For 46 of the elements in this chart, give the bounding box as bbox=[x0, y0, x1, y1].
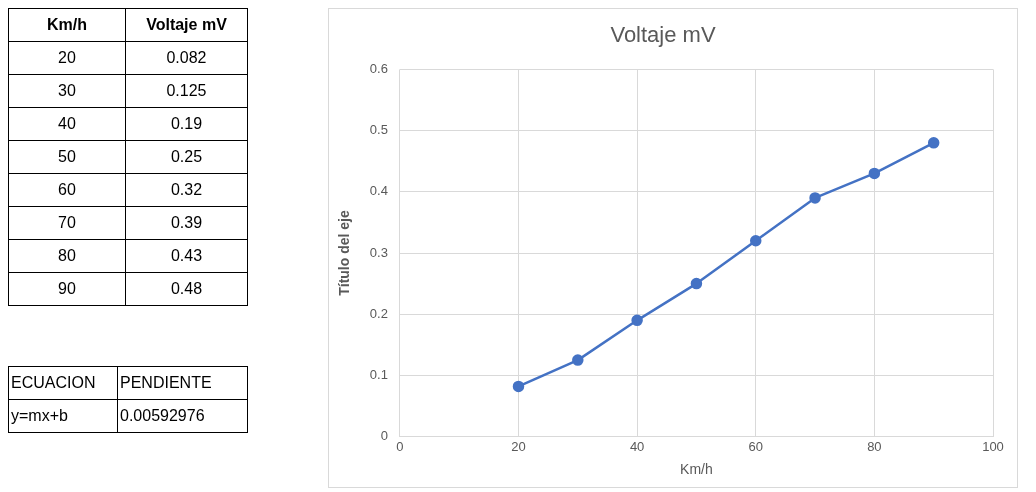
x-axis-title: Km/h bbox=[680, 461, 713, 478]
x-tick-label: 100 bbox=[982, 438, 1004, 454]
point bbox=[631, 314, 643, 327]
text: y=mx+b bbox=[8, 399, 118, 433]
y-tick-label: 0.3 bbox=[369, 244, 388, 260]
text: 0.43 bbox=[125, 239, 248, 273]
y-tick-label: 0.5 bbox=[369, 122, 388, 138]
text: Km/h bbox=[47, 16, 87, 33]
point bbox=[690, 277, 703, 290]
text: PENDIENTE bbox=[117, 366, 248, 400]
y-tick-label: 0.2 bbox=[369, 305, 388, 321]
text: 0.082 bbox=[125, 41, 248, 75]
text: 0.32 bbox=[125, 173, 248, 207]
text: 0.25 bbox=[125, 140, 248, 174]
text: 50 bbox=[8, 140, 126, 174]
chart-title: Voltaje mV bbox=[146, 16, 227, 33]
text: 60 bbox=[8, 173, 126, 207]
point bbox=[927, 137, 940, 149]
x-tick-label: 20 bbox=[511, 438, 526, 454]
text: ECUACION bbox=[8, 366, 118, 400]
point bbox=[572, 354, 584, 366]
x-tick-label: 0 bbox=[396, 438, 404, 454]
y-tick-label: 0 bbox=[380, 428, 388, 444]
text: 0.19 bbox=[125, 107, 248, 141]
y-tick-label: 0.1 bbox=[369, 366, 388, 382]
text: 0.39 bbox=[125, 206, 248, 240]
y-tick-label: 0.6 bbox=[369, 60, 388, 76]
text: 20 bbox=[8, 41, 126, 75]
text: 80 bbox=[8, 239, 126, 273]
text: 0.125 bbox=[125, 74, 248, 108]
point bbox=[750, 235, 762, 247]
point bbox=[512, 380, 525, 393]
point bbox=[809, 192, 821, 204]
y-tick-label: 0.4 bbox=[369, 183, 388, 199]
text: 40 bbox=[8, 107, 126, 141]
x-tick-label: 60 bbox=[748, 438, 763, 454]
text: 90 bbox=[8, 272, 126, 306]
text: 70 bbox=[8, 206, 126, 240]
chart-title: Voltaje mV bbox=[610, 22, 716, 48]
text: 30 bbox=[8, 74, 126, 108]
text: 0.48 bbox=[125, 272, 248, 306]
x-tick-label: 40 bbox=[629, 438, 645, 454]
text: 0.00592976 bbox=[117, 399, 248, 433]
y-axis-title: Título del eje bbox=[336, 210, 353, 296]
x-tick-label: 80 bbox=[867, 438, 882, 454]
point bbox=[868, 167, 881, 180]
